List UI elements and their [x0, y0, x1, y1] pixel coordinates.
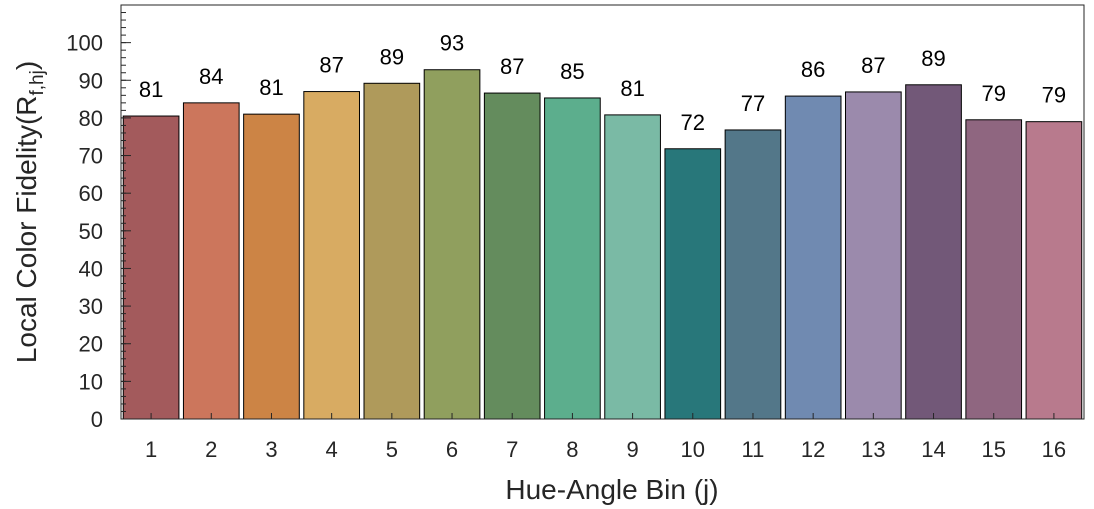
bar-4	[303, 91, 360, 420]
bar-3	[243, 113, 300, 420]
x-tick-label-3: 3	[265, 437, 277, 462]
x-axis-title: Hue-Angle Bin (j)	[505, 474, 718, 505]
y-tick-label-40: 40	[79, 256, 103, 281]
data-label-13: 87	[861, 53, 885, 78]
data-label-1: 81	[139, 77, 163, 102]
bar-9	[604, 114, 661, 420]
data-label-5: 89	[380, 44, 404, 69]
axes-group	[120, 4, 1085, 420]
y-tick-label-90: 90	[79, 68, 103, 93]
bar-14	[905, 84, 962, 420]
y-axis-title-subscript: f,hj	[27, 70, 48, 95]
bar-2	[182, 102, 240, 420]
data-label-9: 81	[620, 76, 644, 101]
x-tick-label-2: 2	[205, 437, 217, 462]
data-label-15: 79	[981, 81, 1005, 106]
y-tick-label-30: 30	[79, 294, 103, 319]
data-label-2: 84	[199, 64, 223, 89]
data-label-8: 85	[560, 59, 584, 84]
data-label-11: 77	[741, 91, 765, 116]
bar-13	[845, 91, 902, 420]
data-label-4: 87	[319, 53, 343, 78]
x-tick-label-12: 12	[801, 437, 825, 462]
y-tick-label-100: 100	[66, 31, 103, 56]
x-tick-label-5: 5	[386, 437, 398, 462]
data-label-3: 81	[259, 75, 283, 100]
x-tick-label-6: 6	[446, 437, 458, 462]
x-tick-label-7: 7	[506, 437, 518, 462]
y-tick-label-70: 70	[79, 144, 103, 169]
y-axis-title-main: Local Color Fidelity(R	[11, 96, 42, 364]
y-tick-label-50: 50	[79, 219, 103, 244]
bar-6	[423, 69, 481, 420]
x-tick-label-4: 4	[326, 437, 338, 462]
bar-12	[784, 95, 842, 420]
x-tick-label-14: 14	[921, 437, 945, 462]
data-label-10: 72	[681, 110, 705, 135]
labels-group: 81 1 84 2 81 3 87 4 89 5 93 6 87 7 85 8 81 9 72 10 77 11 86 12 8…	[66, 31, 1066, 462]
x-tick-label-15: 15	[981, 437, 1005, 462]
plot-frame	[120, 4, 1085, 420]
x-tick-label-9: 9	[626, 437, 638, 462]
y-axis-title-close: )	[11, 61, 42, 70]
bars-group	[122, 69, 1083, 420]
bar-15	[965, 119, 1023, 420]
bar-8	[544, 97, 601, 420]
x-tick-label-10: 10	[681, 437, 705, 462]
bar-11	[724, 129, 782, 420]
x-tick-label-13: 13	[861, 437, 885, 462]
x-tick-label-11: 11	[742, 437, 765, 462]
y-tick-label-80: 80	[79, 106, 103, 131]
data-label-12: 86	[801, 57, 825, 82]
y-axis-title: Local Color Fidelity(Rf,hj)	[11, 61, 48, 363]
data-label-16: 79	[1042, 83, 1066, 108]
y-tick-label-20: 20	[79, 332, 103, 357]
y-tick-label-60: 60	[79, 181, 103, 206]
y-tick-label-10: 10	[79, 369, 103, 394]
bar-1	[122, 115, 180, 420]
bar-7	[483, 92, 541, 420]
bar-10	[664, 148, 722, 420]
bar-16	[1025, 121, 1083, 420]
data-label-14: 89	[921, 46, 945, 71]
x-tick-label-1: 1	[145, 437, 157, 462]
data-label-6: 93	[440, 31, 464, 56]
x-tick-label-16: 16	[1042, 437, 1066, 462]
y-tick-label-0: 0	[91, 407, 103, 432]
x-tick-label-8: 8	[566, 437, 578, 462]
bar-5	[363, 82, 421, 420]
data-label-7: 87	[500, 54, 524, 79]
